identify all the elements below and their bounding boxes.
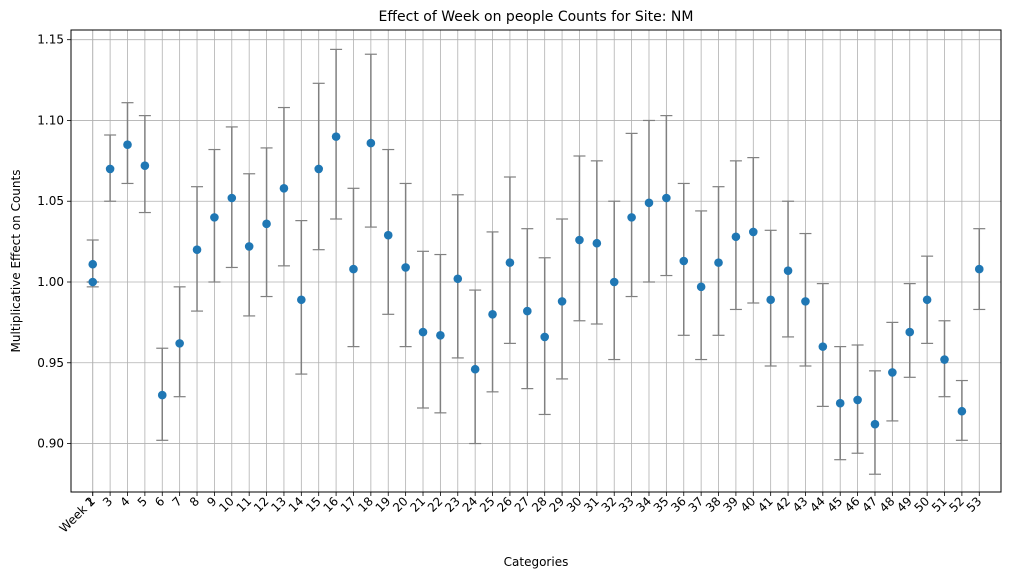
data-point bbox=[453, 274, 463, 284]
y-tick-label: 0.95 bbox=[37, 356, 64, 370]
y-axis-ticks: 0.90 0.95 1.00 1.05 1.10 1.15 bbox=[37, 33, 71, 451]
data-point bbox=[557, 297, 567, 306]
data-point bbox=[262, 219, 271, 229]
data-point bbox=[157, 390, 167, 400]
data-point bbox=[88, 277, 98, 287]
data-point bbox=[88, 259, 98, 269]
data-point bbox=[922, 295, 932, 305]
y-tick-label: 0.90 bbox=[37, 437, 64, 451]
chart-title: Effect of Week on people Counts for Site… bbox=[379, 9, 694, 25]
data-point bbox=[488, 310, 497, 319]
x-axis-ticks: Week 12 3 4 5 6 7 8 910111213141516171819202122… bbox=[57, 492, 984, 535]
data-point bbox=[835, 398, 845, 408]
y-tick-label: 1.05 bbox=[37, 194, 64, 208]
data-point bbox=[575, 235, 584, 245]
data-point bbox=[523, 306, 532, 316]
data-point bbox=[766, 295, 775, 305]
data-point bbox=[679, 256, 689, 266]
data-point bbox=[505, 258, 515, 267]
data-point bbox=[731, 232, 741, 242]
data-point bbox=[974, 264, 984, 274]
data-point bbox=[227, 193, 237, 203]
data-point bbox=[349, 264, 358, 274]
data-point bbox=[540, 332, 549, 342]
data-point bbox=[696, 282, 706, 292]
data-point bbox=[401, 263, 410, 272]
data-point bbox=[592, 238, 602, 248]
data-point bbox=[957, 406, 967, 416]
y-tick-label: 1.10 bbox=[37, 113, 64, 127]
y-axis-label: Multiplicative Effect on Counts bbox=[9, 170, 23, 353]
data-point bbox=[748, 227, 758, 237]
data-point bbox=[714, 258, 723, 267]
data-point bbox=[366, 138, 376, 148]
data-point bbox=[644, 198, 654, 208]
marker-layer bbox=[88, 132, 984, 429]
data-point bbox=[175, 339, 184, 348]
data-point bbox=[279, 184, 289, 193]
data-point bbox=[436, 331, 445, 340]
data-point bbox=[627, 213, 636, 222]
x-axis-label: Categories bbox=[504, 555, 569, 569]
data-point bbox=[470, 364, 480, 374]
data-point bbox=[853, 395, 862, 405]
data-point bbox=[297, 295, 306, 305]
data-point bbox=[331, 132, 341, 141]
data-point bbox=[905, 327, 915, 337]
data-point bbox=[609, 277, 619, 287]
data-point bbox=[314, 164, 324, 174]
data-point bbox=[123, 140, 132, 149]
data-point bbox=[140, 161, 150, 170]
data-point bbox=[818, 342, 828, 351]
data-point bbox=[662, 193, 671, 203]
data-point bbox=[870, 419, 880, 429]
data-point bbox=[418, 327, 428, 337]
data-point bbox=[210, 213, 219, 222]
data-point bbox=[244, 242, 254, 251]
data-point bbox=[888, 368, 897, 377]
data-point bbox=[105, 164, 115, 174]
data-point bbox=[940, 355, 949, 364]
y-tick-label: 1.00 bbox=[37, 275, 64, 289]
data-point bbox=[783, 266, 793, 275]
plot-area-frame bbox=[70, 29, 1002, 493]
data-point bbox=[192, 245, 202, 254]
data-point bbox=[801, 297, 810, 306]
data-point bbox=[383, 230, 393, 240]
y-tick-label: 1.15 bbox=[37, 33, 64, 47]
